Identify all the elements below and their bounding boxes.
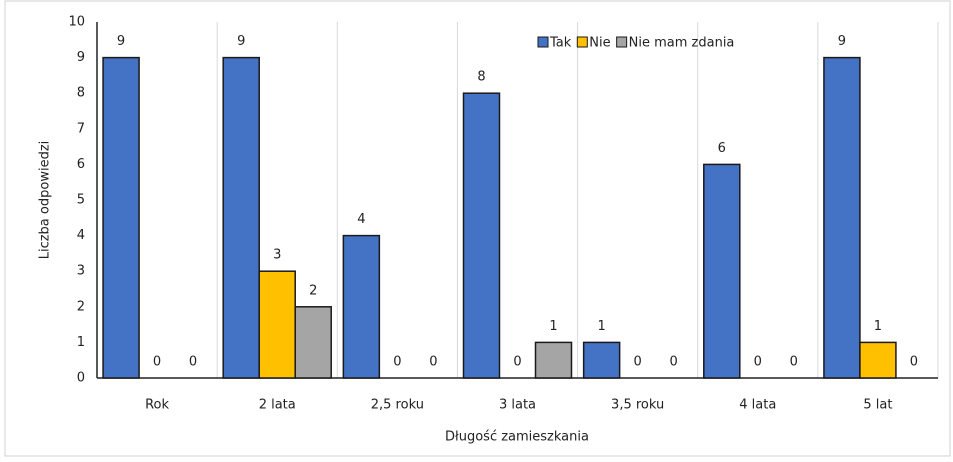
data-label: 6: [718, 141, 726, 156]
data-label: 9: [838, 34, 846, 49]
bar: [462, 92, 501, 379]
bar: [582, 341, 621, 379]
x-tick-label: 4 lata: [739, 398, 776, 413]
bar: [342, 234, 381, 379]
data-label: 8: [477, 70, 485, 85]
x-tick-label: 5 lat: [863, 398, 892, 413]
data-label: 4: [357, 212, 365, 227]
data-label: 0: [910, 355, 918, 370]
bar: [294, 306, 332, 379]
x-tick-label: 3,5 roku: [611, 398, 664, 413]
x-tick-label: 2,5 roku: [371, 398, 424, 413]
data-label: 9: [237, 34, 245, 49]
data-label: 0: [754, 355, 762, 370]
bar: [102, 56, 140, 379]
x-tick-label: Rok: [145, 398, 169, 413]
data-label: 0: [393, 355, 401, 370]
y-tick-label: 2: [77, 299, 85, 314]
y-tick-label: 9: [77, 50, 85, 65]
y-tick-label: 4: [77, 228, 85, 243]
bar: [859, 341, 897, 379]
legend-label: Tak: [549, 36, 572, 51]
data-label: 0: [153, 355, 161, 370]
y-tick-label: 10: [68, 15, 85, 30]
y-tick-label: 5: [77, 193, 85, 208]
data-label: 2: [309, 283, 317, 298]
bar: [222, 56, 260, 379]
y-tick-label: 8: [77, 86, 85, 101]
x-tick-label: 2 lata: [259, 398, 296, 413]
bar: [823, 56, 861, 379]
x-tick-label: 3 lata: [499, 398, 536, 413]
data-label: 1: [874, 319, 882, 334]
legend-swatch: [537, 36, 549, 48]
y-axis-title: Liczba odpowiedzi: [38, 141, 53, 260]
y-tick-label: 1: [77, 335, 85, 350]
x-axis-title: Długość zamieszkania: [445, 430, 589, 445]
data-label: 0: [189, 355, 197, 370]
bar: [534, 341, 573, 379]
data-label: 0: [634, 355, 642, 370]
data-label: 9: [117, 34, 125, 49]
data-label: 3: [273, 248, 281, 263]
y-tick-label: 0: [77, 371, 85, 386]
data-label: 0: [429, 355, 437, 370]
data-label: 0: [513, 355, 521, 370]
legend-label: Nie mam zdania: [629, 36, 735, 51]
data-label: 0: [670, 355, 678, 370]
legend-swatch: [616, 36, 628, 48]
data-label: 0: [790, 355, 798, 370]
bar: [258, 270, 296, 379]
bar: [703, 163, 741, 379]
legend-label: Nie: [589, 36, 610, 51]
data-label: 1: [598, 319, 606, 334]
y-tick-label: 6: [77, 157, 85, 172]
y-tick-label: 7: [77, 121, 85, 136]
data-label: 1: [549, 319, 557, 334]
y-tick-label: 3: [77, 264, 85, 279]
legend-swatch: [576, 36, 588, 48]
